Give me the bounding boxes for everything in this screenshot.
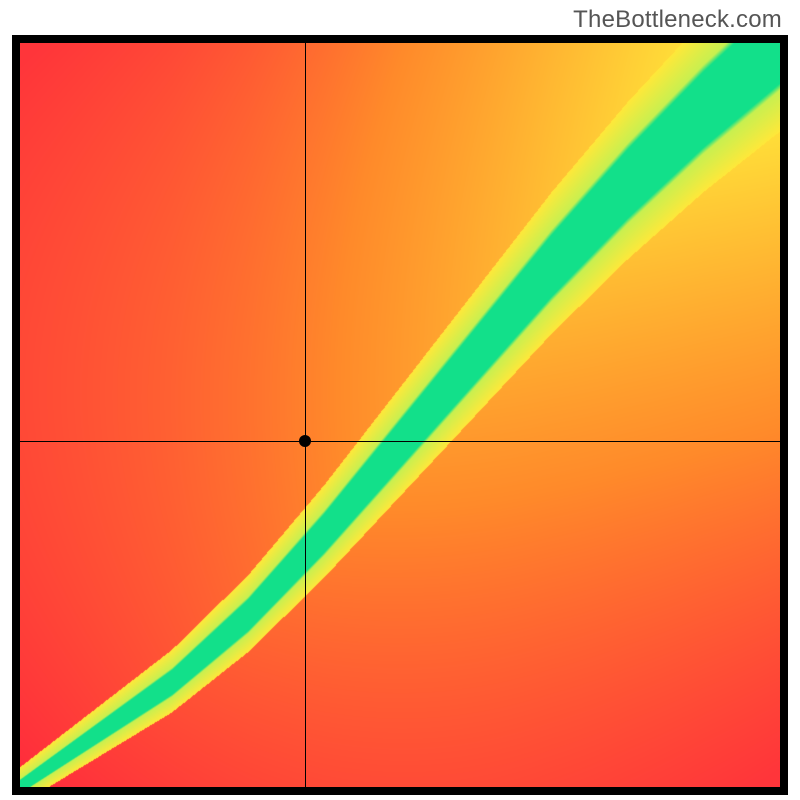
marker-dot: [299, 435, 311, 447]
watermark-text: TheBottleneck.com: [573, 6, 782, 34]
plot-frame: [12, 35, 788, 795]
chart-container: TheBottleneck.com: [0, 0, 800, 800]
crosshair-horizontal: [20, 441, 780, 442]
heatmap-canvas: [20, 43, 780, 787]
crosshair-vertical: [305, 43, 306, 787]
